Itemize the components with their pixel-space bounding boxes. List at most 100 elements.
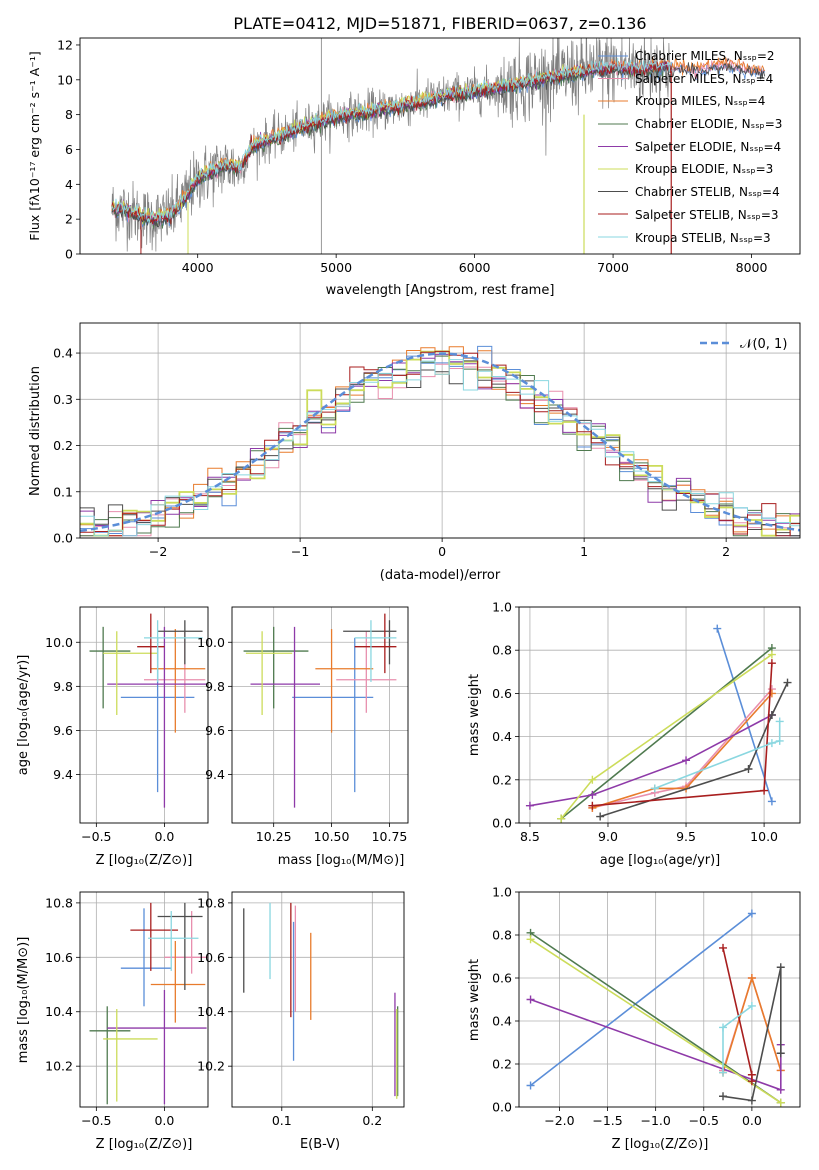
y-tick-label: 1.0 [492, 600, 512, 615]
y-tick-label: 9.8 [205, 679, 225, 694]
x-tick-label: 10.25 [256, 829, 292, 844]
weight-marker-salp_stelib [760, 786, 769, 795]
spectrum-xlabel: wavelength [Angstrom, rest frame] [326, 283, 555, 298]
x-tick-label: 10.75 [372, 829, 408, 844]
weight-marker-salp_stelib [719, 943, 728, 952]
legend-entry: Kroupa STELIB, Nₛₛₚ=3 [598, 231, 771, 245]
weight-marker-salp_elodie [588, 790, 597, 799]
legend-label: Kroupa ELODIE, Nₛₛₚ=3 [635, 162, 773, 176]
y-tick-label: 0.6 [492, 686, 512, 701]
hist-chab_stelib [80, 360, 800, 537]
axes-frame [231, 606, 409, 824]
x-tick-label: −2 [149, 544, 167, 559]
y-tick-label: 0.8 [492, 928, 512, 943]
weight-marker-chab_stelib [744, 765, 753, 773]
legend-label: Kroupa MILES, Nₛₛₚ=4 [635, 94, 765, 108]
y-tick-label: 0.4 [492, 1014, 512, 1029]
x-tick-label: 0.0 [154, 1113, 174, 1128]
spectrum-plot-area [111, 38, 766, 254]
weight-marker-krou_stelib [719, 1068, 728, 1077]
weight-marker-krou_elodie [526, 935, 535, 944]
y-tick-label: 1.0 [492, 885, 512, 900]
weight-marker-krou_stelib [775, 736, 784, 745]
weight-marker-krou_stelib [650, 784, 659, 793]
x-tick-label: 10.0 [750, 829, 778, 844]
weight-line-chab_stelib [599, 682, 789, 818]
x-tick-label: 0 [438, 544, 446, 559]
weight-marker-chab_miles [713, 624, 722, 633]
weight-marker-chab_stelib [747, 1096, 756, 1105]
weight-marker-chab_stelib [719, 1092, 728, 1101]
residuals-ylabel: Normed distribution [28, 366, 43, 496]
age-z-xlabel: Z [log₁₀(Z/Z⊙)] [96, 853, 193, 868]
y-tick-label: 0.0 [492, 816, 512, 831]
legend-label-normal: 𝒩(0, 1) [740, 337, 787, 352]
y-tick-label: 0.4 [53, 346, 73, 361]
x-tick-label: 0.2 [362, 1113, 382, 1128]
weight-marker-krou_elodie [557, 814, 566, 823]
legend-entry: Salpeter STELIB, Nₛₛₚ=3 [598, 208, 779, 222]
x-tick-label: −0.5 [689, 1113, 719, 1128]
y-tick-label: 6 [65, 142, 73, 157]
weight-line-chab_elodie [560, 647, 773, 820]
weight-line-krou_elodie [530, 938, 782, 1104]
weight-marker-salp_stelib [767, 659, 776, 668]
y-tick-label: 0.2 [492, 1057, 512, 1072]
x-tick-label: 0.1 [272, 1113, 292, 1128]
weight-marker-krou_miles [767, 689, 776, 698]
y-tick-label: 10.0 [45, 635, 73, 650]
weight-marker-krou_elodie [776, 1098, 785, 1107]
x-tick-label: 0.0 [742, 1113, 762, 1128]
y-tick-label: 0.2 [53, 438, 73, 453]
weight-age-xlabel: age [log₁₀(age/yr)] [600, 853, 721, 868]
y-tick-label: 0 [65, 247, 73, 262]
axes-frame [79, 322, 801, 539]
legend-label: Kroupa STELIB, Nₛₛₚ=3 [635, 231, 771, 245]
x-tick-label: 8.5 [520, 829, 540, 844]
weight-marker-krou_stelib [747, 1001, 756, 1010]
y-tick-label: 0.4 [492, 729, 512, 744]
y-tick-label: 0.0 [492, 1100, 512, 1115]
y-tick-label: 10.4 [197, 1004, 225, 1019]
gaussian-curve [80, 352, 800, 533]
legend-entry: Kroupa ELODIE, Nₛₛₚ=3 [598, 162, 773, 176]
weight-marker-chab_stelib [596, 812, 605, 821]
x-tick-label: 1 [580, 544, 588, 559]
residuals-plot-area [80, 345, 800, 537]
weight-z-xlabel: Z [log₁₀(Z/Z⊙)] [612, 1137, 709, 1152]
y-tick-label: 0.0 [53, 531, 73, 546]
weight-line-chab_miles [530, 912, 753, 1087]
y-tick-label: 8 [65, 107, 73, 122]
x-tick-label: 7000 [597, 260, 629, 275]
y-tick-label: 0.3 [53, 392, 73, 407]
weight-marker-salp_elodie [776, 1085, 785, 1094]
legend-label: Salpeter MILES, Nₛₛₚ=4 [635, 72, 773, 86]
weight-marker-salp_elodie [682, 756, 691, 765]
legend-entry: Salpeter ELODIE, Nₛₛₚ=4 [598, 140, 781, 154]
weight-marker-chab_stelib [776, 963, 785, 972]
legend-entry: Kroupa MILES, Nₛₛₚ=4 [598, 94, 765, 108]
x-tick-label: 9.0 [598, 829, 618, 844]
x-tick-label: −1.5 [592, 1113, 622, 1128]
weight-marker-salp_elodie [526, 995, 535, 1004]
axes-frame [79, 891, 209, 1108]
y-tick-label: 12 [57, 37, 73, 52]
hist-salp_stelib [80, 350, 800, 537]
mass-ebv-xlabel: E(B-V) [300, 1137, 340, 1152]
weight-marker-salp_elodie [525, 801, 534, 810]
y-tick-label: 0.6 [492, 971, 512, 986]
spectrum-title: PLATE=0412, MJD=51871, FIBERID=0637, z=0… [233, 14, 646, 33]
legend-label: Salpeter ELODIE, Nₛₛₚ=4 [635, 140, 781, 154]
y-tick-label: 10.6 [45, 950, 73, 965]
x-tick-label: 2 [722, 544, 730, 559]
x-tick-label: −0.5 [81, 829, 111, 844]
weight-marker-salp_stelib [747, 1077, 756, 1086]
y-tick-label: 10.4 [45, 1004, 73, 1019]
weight-line-chab_stelib [722, 967, 782, 1102]
y-tick-label: 10.0 [197, 635, 225, 650]
weight-line-salp_elodie [529, 714, 773, 807]
y-tick-label: 2 [65, 212, 73, 227]
weight-marker-krou_elodie [588, 775, 597, 784]
